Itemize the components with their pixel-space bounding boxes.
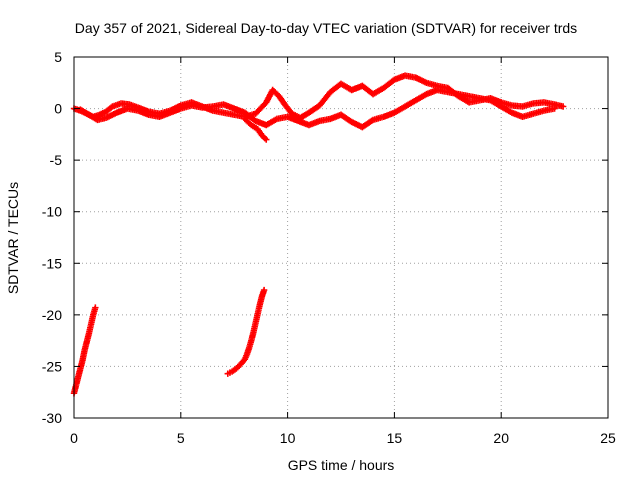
y-tick-label: 5 — [54, 49, 62, 65]
y-tick-label: 0 — [54, 101, 62, 117]
x-tick-label: 20 — [493, 430, 509, 446]
axis-ticks: 0 5 10 15 20 25 5 0 -5 -10 -15 -20 -25 -30 — [42, 49, 616, 446]
x-axis-label: GPS time / hours — [288, 457, 395, 473]
plot-frame — [73, 56, 609, 419]
y-tick-label: -25 — [42, 358, 62, 374]
y-tick-label: -10 — [42, 204, 62, 220]
chart-title: Day 357 of 2021, Sidereal Day-to-day VTE… — [75, 20, 577, 36]
series-trace-b — [77, 86, 558, 131]
x-tick-label: 10 — [280, 430, 296, 446]
series-trace-e — [224, 286, 268, 377]
series-trace-d — [70, 304, 99, 397]
data-point — [551, 105, 558, 112]
data-points — [70, 72, 567, 397]
y-tick-label: -5 — [50, 152, 63, 168]
data-point — [260, 286, 268, 294]
data-point — [559, 103, 567, 110]
y-tick-label: -20 — [42, 307, 62, 323]
x-tick-label: 0 — [70, 430, 78, 446]
data-point — [263, 136, 270, 143]
y-tick-label: -15 — [42, 255, 62, 271]
x-tick-label: 5 — [177, 430, 185, 446]
y-axis-label: SDTVAR / TECUs — [5, 182, 21, 294]
data-point — [92, 304, 99, 311]
series-trace-c — [241, 115, 270, 143]
y-tick-label: -30 — [42, 410, 62, 426]
x-tick-label: 25 — [600, 430, 616, 446]
x-tick-label: 15 — [387, 430, 403, 446]
